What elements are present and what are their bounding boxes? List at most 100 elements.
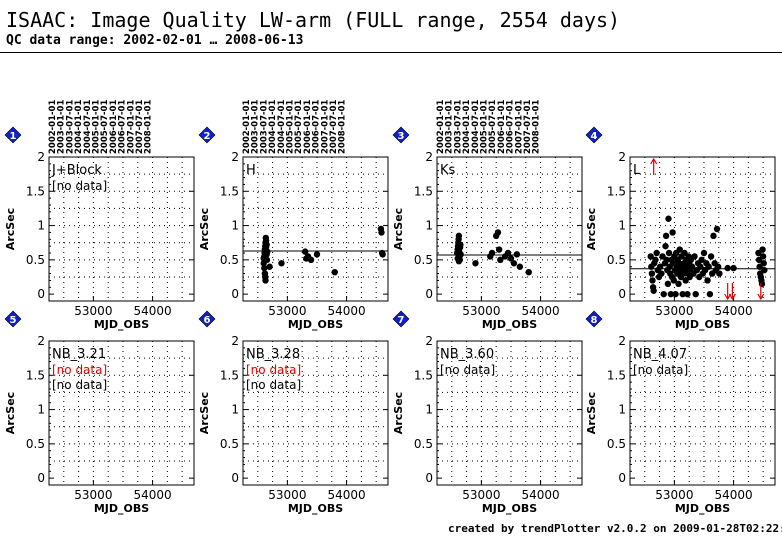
data-point	[700, 249, 708, 257]
no-data-note: [no data]	[52, 363, 107, 377]
y-tick-label: 1	[425, 403, 433, 417]
y-tick-label: 1.5	[607, 368, 626, 382]
data-point	[710, 232, 717, 240]
y-tick-label: 1.5	[26, 184, 45, 198]
y-axis-label: ArcSec	[198, 208, 211, 250]
panel-index-label: 3	[398, 131, 405, 142]
y-axis-label: ArcSec	[198, 392, 211, 434]
y-tick-label: 2	[231, 334, 239, 348]
plot-frame	[436, 340, 583, 486]
data-point	[676, 246, 683, 253]
date-tick-label: 2002-01-01	[242, 100, 252, 154]
filter-label: Ks	[440, 163, 456, 178]
panel-index-label: 4	[591, 131, 598, 142]
panel-index-badge	[4, 310, 22, 328]
data-point	[647, 253, 654, 260]
x-tick-label: 54000	[133, 488, 171, 502]
y-tick-label: 2	[425, 334, 433, 348]
x-tick-label: 53000	[74, 488, 112, 502]
y-tick-label: 1	[231, 403, 239, 417]
data-point	[704, 277, 711, 284]
data-point	[504, 249, 512, 257]
data-point	[761, 266, 768, 274]
x-axis-label: MJD_OBS	[288, 318, 343, 331]
y-tick-label: 1	[618, 403, 626, 417]
date-axis-1: 2002-01-012003-01-012003-07-012004-01-01…	[48, 100, 154, 154]
date-tick-label: 2005-01-01	[92, 100, 102, 154]
x-tick-label: 53000	[462, 488, 500, 502]
no-data-note: [no data]	[633, 363, 688, 377]
data-point	[263, 241, 270, 248]
plot-frame	[48, 340, 195, 486]
y-tick-label: 1	[618, 219, 626, 233]
y-tick-label: 1.5	[220, 184, 239, 198]
date-tick-label: 2008-01-01	[532, 100, 542, 154]
data-point	[455, 258, 463, 265]
data-point	[664, 280, 672, 288]
outlier-arrow-head	[757, 293, 765, 301]
y-tick-label: 0	[231, 471, 239, 485]
data-point	[759, 246, 766, 253]
x-tick-label: 53000	[74, 304, 112, 318]
x-tick-label: 54000	[327, 304, 365, 318]
x-axis-label: MJD_OBS	[482, 502, 537, 515]
date-axis-2: 2002-01-012003-01-012003-07-012004-01-01…	[242, 100, 348, 154]
date-tick-label: 2008-01-01	[144, 100, 154, 154]
y-axis-label: ArcSec	[585, 208, 598, 250]
data-point	[650, 287, 657, 294]
date-tick-label: 2006-01-01	[497, 100, 507, 154]
panel-index-label: 1	[10, 131, 17, 142]
y-tick-label: 0	[618, 471, 626, 485]
no-data-note: [no data]	[246, 363, 301, 377]
data-point	[707, 253, 715, 260]
y-tick-label: 0.5	[607, 253, 626, 267]
data-point	[510, 260, 518, 267]
data-point	[378, 229, 385, 236]
filter-label: NB_3.60	[440, 347, 494, 362]
data-point	[497, 256, 504, 264]
panel-index-badge	[585, 126, 603, 144]
y-tick-label: 0.5	[26, 253, 45, 267]
data-point	[697, 263, 704, 270]
y-tick-label: 0	[425, 471, 433, 485]
y-tick-label: 1.5	[414, 368, 433, 382]
data-point	[713, 225, 721, 233]
date-tick-label: 2003-07-01	[453, 100, 463, 154]
data-point	[698, 256, 705, 264]
data-point	[692, 290, 699, 298]
data-point	[513, 251, 521, 258]
page-subtitle: QC data range: 2002-02-01 … 2008-06-13	[6, 33, 304, 48]
data-point	[455, 232, 463, 240]
data-point	[266, 263, 273, 270]
y-tick-label: 2	[37, 334, 45, 348]
date-tick-label: 2005-07-01	[100, 100, 110, 154]
filter-label: J+Block	[51, 163, 102, 178]
date-tick-label: 2005-07-01	[488, 100, 498, 154]
panel-index-label: 6	[204, 315, 211, 326]
y-axis-label: ArcSec	[392, 208, 405, 250]
plot-frame	[242, 340, 389, 486]
data-point	[667, 290, 675, 298]
data-point	[665, 249, 673, 257]
panel-index-label: 7	[398, 315, 405, 326]
no-data-note: [no data]	[246, 378, 301, 392]
date-axis-3: 2002-01-012003-01-012003-07-012004-01-01…	[436, 100, 542, 154]
data-point	[525, 269, 532, 276]
filter-label: NB_4.07	[633, 347, 687, 362]
x-tick-label: 53000	[462, 304, 500, 318]
date-tick-label: 2004-01-01	[74, 100, 84, 154]
data-point	[494, 229, 502, 236]
outlier-arrow-head	[650, 157, 658, 165]
data-point	[278, 260, 285, 267]
data-point	[760, 260, 767, 267]
date-tick-label: 2007-01-01	[320, 100, 330, 154]
panel-index-badge	[585, 310, 603, 328]
y-tick-label: 1	[425, 219, 433, 233]
panel-index-label: 8	[591, 315, 598, 326]
no-data-note: [no data]	[52, 179, 107, 193]
